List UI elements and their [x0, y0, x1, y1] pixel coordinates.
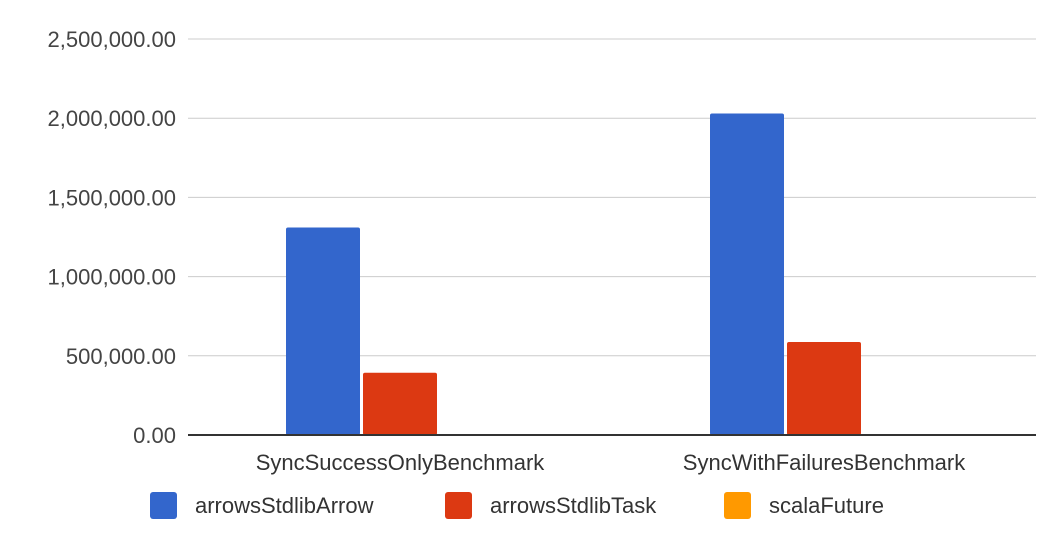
legend-item-arrowsStdlibTask[interactable]: arrowsStdlibTask: [445, 492, 657, 519]
bar-arrowsStdlibTask-0[interactable]: [363, 372, 437, 435]
y-tick-label: 0.00: [133, 423, 176, 448]
y-tick-label: 500,000.00: [66, 344, 176, 369]
y-tick-label: 1,500,000.00: [48, 185, 176, 210]
y-tick-label: 1,000,000.00: [48, 265, 176, 290]
y-tick-label: 2,000,000.00: [48, 106, 176, 131]
legend-swatch: [445, 492, 472, 519]
y-tick-label: 2,500,000.00: [48, 27, 176, 52]
bar-arrowsStdlibTask-1[interactable]: [787, 342, 861, 435]
x-axis-categories: SyncSuccessOnlyBenchmark SyncWithFailures…: [256, 450, 966, 475]
legend-item-arrowsStdlibArrow[interactable]: arrowsStdlibArrow: [150, 492, 374, 519]
y-axis-ticks: 0.00 500,000.00 1,000,000.00 1,500,000.00 2,…: [48, 27, 176, 448]
legend[interactable]: arrowsStdlibArrow arrowsStdlibTask scalaFu…: [150, 492, 884, 519]
legend-swatch: [150, 492, 177, 519]
legend-label: scalaFuture: [769, 493, 884, 518]
x-category-label: SyncSuccessOnlyBenchmark: [256, 450, 546, 475]
bars: [286, 113, 861, 435]
legend-label: arrowsStdlibArrow: [195, 493, 374, 518]
legend-item-scalaFuture[interactable]: scalaFuture: [724, 492, 884, 519]
legend-label: arrowsStdlibTask: [490, 493, 657, 518]
legend-swatch: [724, 492, 751, 519]
bar-arrowsStdlibArrow-0[interactable]: [286, 227, 360, 435]
bar-arrowsStdlibArrow-1[interactable]: [710, 113, 784, 435]
x-category-label: SyncWithFailuresBenchmark: [683, 450, 966, 475]
